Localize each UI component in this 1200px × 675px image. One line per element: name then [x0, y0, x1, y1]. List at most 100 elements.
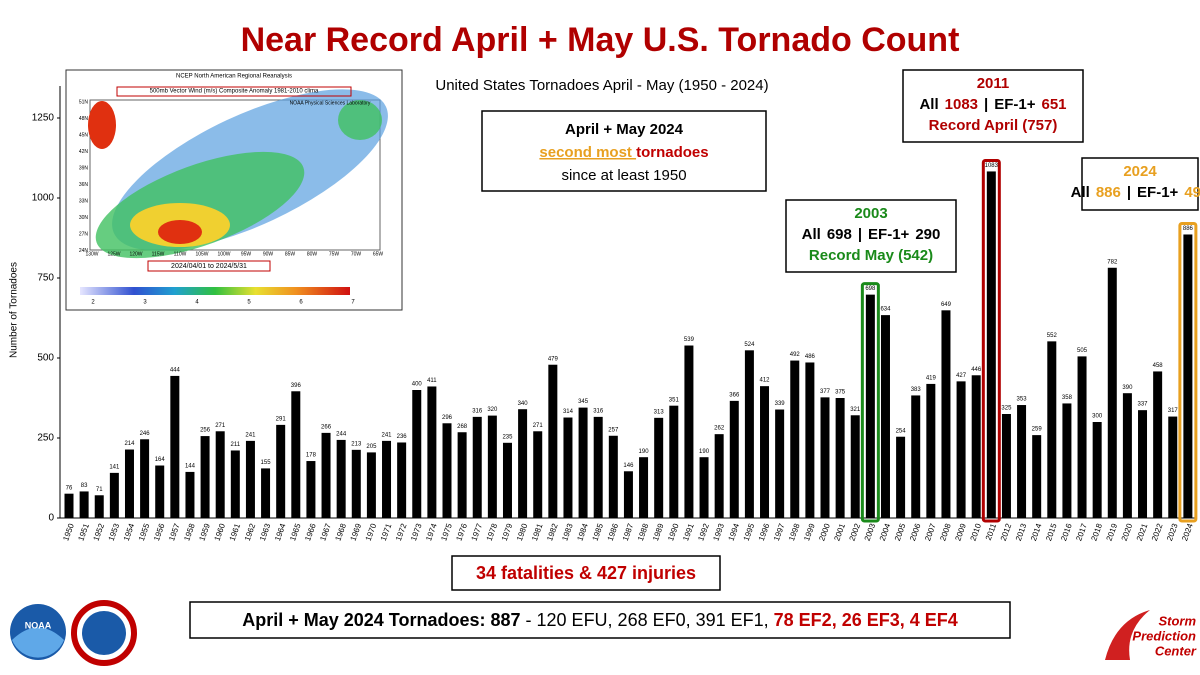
map-lon: 125W: [107, 251, 120, 257]
data-label: 479: [548, 356, 559, 362]
x-tick-label: 1952: [92, 522, 107, 542]
x-tick-label: 1976: [454, 522, 469, 542]
map-lat: 45N: [79, 132, 89, 138]
x-tick-label: 2018: [1089, 522, 1104, 542]
data-label: 339: [775, 401, 786, 407]
data-label: 505: [1077, 348, 1088, 354]
spc-text: Storm: [1158, 613, 1196, 628]
x-tick-label: 1963: [258, 522, 273, 542]
bar: [366, 452, 376, 518]
bar: [729, 400, 739, 518]
x-tick-label: 1984: [575, 522, 590, 542]
map-lat: 42N: [79, 149, 89, 155]
data-label: 71: [96, 487, 103, 493]
x-tick-label: 1999: [802, 522, 817, 542]
data-label: 337: [1138, 402, 1149, 408]
summary-label: April + May 2024 Tornadoes:: [242, 610, 485, 630]
map-lat: 39N: [79, 165, 89, 171]
bar: [563, 417, 573, 518]
bar: [1168, 416, 1178, 518]
data-label: 76: [66, 485, 73, 491]
data-label: 213: [351, 441, 362, 447]
bar: [155, 465, 165, 518]
x-tick-label: 2007: [923, 522, 938, 542]
map-lon: 90W: [263, 251, 274, 257]
bar: [109, 472, 119, 518]
bar: [533, 431, 543, 518]
summary-rest: - 120 EFU, 268 EF0, 391 EF1,: [526, 610, 769, 630]
bar: [1032, 435, 1042, 518]
bar: [412, 390, 422, 518]
bar: [654, 417, 664, 518]
x-tick-label: 1962: [243, 522, 258, 542]
map-lat: 27N: [79, 231, 89, 237]
noaa-logo: [12, 627, 64, 658]
data-label: 366: [729, 392, 740, 398]
x-tick-label: 1957: [167, 522, 182, 542]
annotation-part: 290: [915, 226, 940, 243]
map-scale: 3: [143, 300, 147, 306]
x-tick-label: 2020: [1120, 522, 1135, 542]
callout-emph: tornadoes: [636, 144, 709, 161]
bar: [291, 391, 301, 518]
x-tick-label: 1966: [303, 522, 318, 542]
data-label: 241: [382, 432, 393, 438]
callout-box: [481, 110, 767, 192]
spc-logo: [1105, 610, 1150, 660]
x-tick-label: 2009: [953, 522, 968, 542]
bar: [170, 375, 180, 518]
x-tick-label: 1964: [273, 522, 288, 542]
data-label: 190: [699, 449, 710, 455]
data-label: 375: [835, 390, 846, 396]
y-tick-label: 1000: [32, 193, 55, 204]
data-label: 390: [1122, 385, 1133, 391]
map-lon: 95W: [241, 251, 252, 257]
bar: [699, 457, 709, 518]
callout-line: since at least 1950: [561, 167, 686, 184]
annotation-part: 698: [827, 226, 852, 243]
bar: [472, 416, 482, 518]
data-label: 190: [639, 449, 650, 455]
x-tick-label: 1998: [787, 522, 802, 542]
data-label: 246: [140, 431, 151, 437]
bar: [835, 398, 845, 518]
data-label: 340: [518, 401, 529, 407]
x-tick-label: 1996: [757, 522, 772, 542]
x-tick-label: 1973: [409, 522, 424, 542]
map-scale: 6: [299, 300, 303, 306]
map-lon: 115W: [152, 251, 165, 257]
bar: [1077, 356, 1087, 518]
data-label: 235: [502, 434, 513, 440]
bar: [351, 449, 361, 518]
x-tick-label: 2000: [817, 522, 832, 542]
bar: [245, 440, 255, 518]
x-tick-label: 1993: [711, 522, 726, 542]
bar: [971, 375, 981, 518]
spc-text: Prediction: [1132, 628, 1196, 643]
x-tick-label: 2003: [863, 522, 878, 542]
noaa-text: NOAA: [25, 620, 52, 630]
data-label: 320: [487, 407, 498, 413]
x-tick-label: 2017: [1074, 522, 1089, 542]
bar: [1017, 405, 1027, 518]
x-tick-label: 1981: [530, 522, 545, 542]
bar: [820, 397, 830, 518]
data-label: 412: [760, 378, 771, 384]
bar: [684, 345, 694, 518]
bar: [1047, 341, 1057, 518]
map-subtitle: 500mb Vector Wind (m/s) Composite Anomal…: [150, 89, 319, 95]
y-tick-label: 0: [48, 513, 54, 524]
x-tick-label: 1985: [591, 522, 606, 542]
annotation-values: All 886 | EF-1+ 498: [1071, 184, 1200, 201]
data-label: 256: [200, 428, 211, 434]
annotation-record: Record May (542): [809, 247, 933, 264]
bar: [200, 436, 210, 518]
bar: [1138, 410, 1148, 518]
bar: [306, 461, 316, 518]
annotation-part: 498: [1184, 184, 1200, 201]
bar: [941, 310, 951, 518]
bar: [215, 431, 225, 518]
data-label: 358: [1062, 395, 1073, 401]
bar: [956, 381, 966, 518]
